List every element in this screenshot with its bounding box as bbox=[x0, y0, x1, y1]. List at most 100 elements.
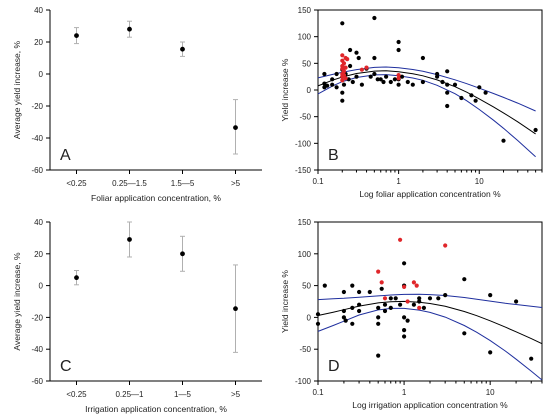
data-point bbox=[514, 299, 519, 304]
data-point-highlight bbox=[359, 67, 364, 72]
data-point bbox=[427, 296, 433, 301]
x-tick-label: 10 bbox=[475, 177, 484, 186]
data-point bbox=[322, 283, 327, 288]
mean-point bbox=[233, 125, 238, 130]
data-point bbox=[436, 296, 441, 301]
data-point-highlight bbox=[341, 73, 347, 78]
data-point bbox=[396, 82, 401, 87]
data-point bbox=[315, 312, 321, 317]
data-point-highlight bbox=[345, 57, 350, 62]
x-category-label: 1.5—5 bbox=[171, 179, 195, 188]
data-point bbox=[405, 79, 410, 85]
data-point bbox=[445, 103, 450, 109]
data-point bbox=[443, 293, 448, 298]
mean-point bbox=[127, 237, 132, 242]
data-point bbox=[350, 79, 355, 85]
x-category-label: >5 bbox=[231, 390, 241, 399]
data-point bbox=[341, 289, 346, 295]
data-point bbox=[348, 63, 353, 69]
data-point-highlight bbox=[411, 280, 416, 285]
data-point-highlight bbox=[340, 78, 345, 83]
panel-letter: A bbox=[60, 147, 71, 164]
x-axis-label: Log foliar application concentration % bbox=[359, 189, 501, 199]
data-point bbox=[452, 82, 458, 87]
y-tick-label: -40 bbox=[31, 345, 43, 354]
x-category-label: 1—5 bbox=[174, 390, 191, 399]
data-point bbox=[445, 82, 450, 87]
data-point-highlight bbox=[341, 69, 347, 74]
mean-point bbox=[127, 26, 132, 32]
data-point bbox=[376, 305, 381, 310]
data-point bbox=[410, 82, 415, 87]
y-tick-label: -60 bbox=[31, 166, 43, 175]
y-tick-label: -20 bbox=[31, 102, 43, 111]
data-point bbox=[372, 55, 377, 61]
y-axis-label: Average yield increase, % bbox=[12, 41, 22, 140]
y-tick-label: 150 bbox=[298, 6, 312, 15]
data-point bbox=[376, 315, 381, 320]
y-tick-label: -50 bbox=[299, 113, 311, 122]
x-category-label: <0.25 bbox=[66, 179, 87, 188]
data-point-highlight bbox=[396, 76, 401, 81]
y-tick-label: -50 bbox=[299, 345, 311, 354]
data-point bbox=[376, 321, 381, 326]
data-point bbox=[445, 90, 450, 95]
data-point bbox=[356, 55, 361, 61]
x-tick-label: 10 bbox=[486, 388, 495, 397]
data-point bbox=[405, 318, 410, 323]
data-point-highlight bbox=[398, 237, 403, 242]
data-point bbox=[411, 302, 416, 307]
data-point bbox=[368, 74, 373, 79]
data-point bbox=[378, 77, 383, 82]
data-point bbox=[388, 305, 393, 310]
data-point bbox=[488, 293, 493, 298]
data-point-highlight bbox=[402, 284, 407, 289]
data-point bbox=[330, 82, 335, 87]
y-tick-label: -60 bbox=[31, 377, 43, 386]
data-point-highlight bbox=[396, 73, 401, 78]
x-category-label: >5 bbox=[231, 179, 241, 188]
panel-letter: D bbox=[328, 358, 340, 375]
panel-letter: B bbox=[328, 147, 339, 164]
fit-lower-ci bbox=[317, 307, 543, 381]
data-point bbox=[322, 71, 327, 77]
data-point bbox=[459, 95, 464, 101]
data-point-highlight bbox=[376, 269, 381, 274]
x-category-label: 0.25—1.5 bbox=[112, 179, 147, 188]
data-point bbox=[388, 296, 393, 301]
data-point bbox=[372, 15, 377, 21]
data-point bbox=[392, 77, 397, 82]
data-point bbox=[420, 55, 425, 61]
data-point bbox=[354, 74, 359, 79]
data-point bbox=[402, 328, 407, 333]
data-point bbox=[393, 296, 398, 301]
data-point bbox=[330, 77, 335, 82]
x-axis-label: Foliar application concentration, % bbox=[91, 193, 221, 203]
x-category-label: <0.25 bbox=[66, 390, 87, 399]
y-tick-label: 20 bbox=[34, 250, 43, 259]
data-point bbox=[341, 315, 346, 320]
y-tick-label: 40 bbox=[34, 6, 43, 15]
data-point-highlight bbox=[341, 61, 347, 66]
fit-upper-ci bbox=[317, 293, 543, 308]
panel-a: -60 -40 -20 0 20 40 <0.25 0.25—1.5 1.5—5 >5 Foliar… bbox=[12, 6, 262, 203]
y-tick-label: 0 bbox=[39, 282, 44, 291]
data-point bbox=[341, 82, 347, 87]
data-point bbox=[529, 356, 534, 361]
data-point bbox=[372, 71, 377, 77]
fit-upper-ci bbox=[317, 66, 536, 112]
x-tick-label: 0.1 bbox=[312, 388, 324, 397]
data-point bbox=[350, 305, 355, 310]
x-axis-label: Irrigation application concentration, % bbox=[85, 404, 227, 414]
y-tick-label: 50 bbox=[302, 59, 311, 68]
data-point bbox=[398, 302, 403, 307]
y-axis-label: Yield increase % bbox=[280, 58, 290, 121]
mean-point bbox=[180, 46, 185, 52]
data-point-highlight bbox=[364, 65, 369, 70]
data-point bbox=[334, 71, 339, 77]
data-point bbox=[462, 331, 467, 336]
data-point bbox=[382, 308, 388, 314]
panel-d: -100 -50 0 50 100 150 0.1 1 10 Log irrigation app… bbox=[280, 218, 543, 410]
data-point bbox=[488, 350, 493, 355]
y-tick-label: 0 bbox=[39, 70, 44, 79]
